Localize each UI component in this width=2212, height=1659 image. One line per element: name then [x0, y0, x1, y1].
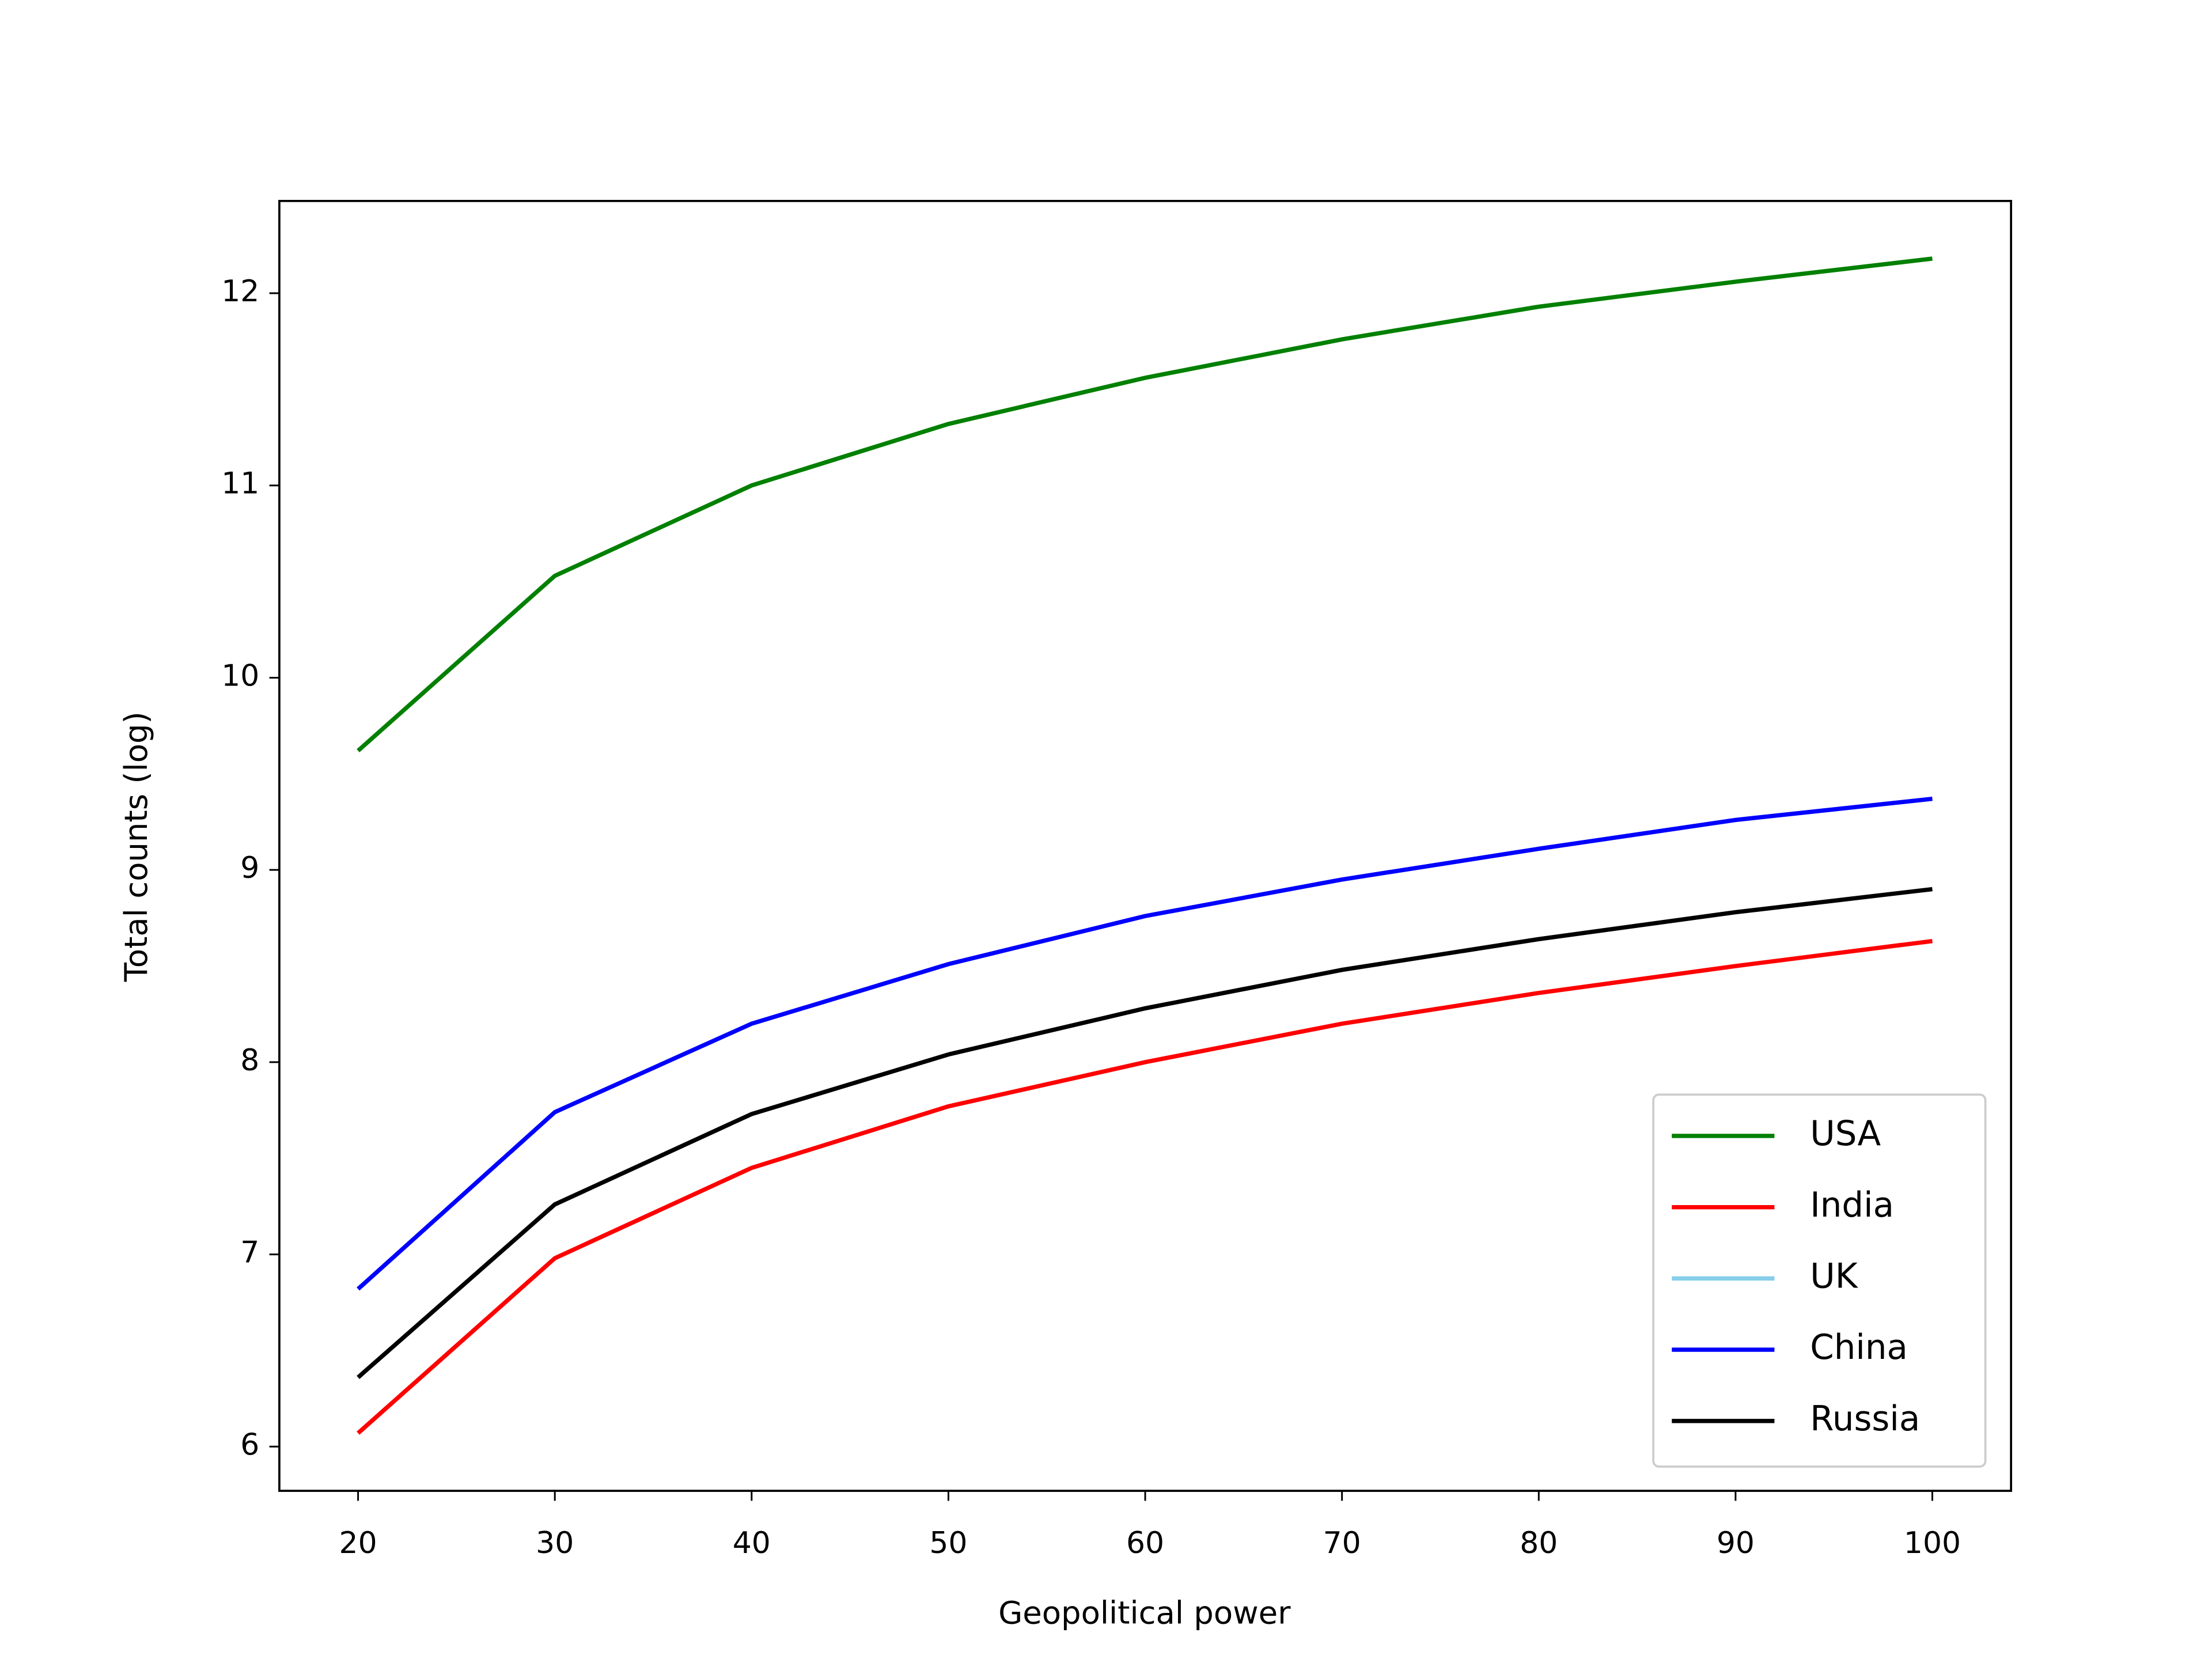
y-tick-label: 9	[240, 851, 259, 885]
legend-label: UK	[1810, 1256, 1858, 1296]
y-tick-label: 10	[221, 658, 259, 693]
legend-box	[1652, 1093, 1987, 1468]
x-tick-label: 20	[339, 1526, 377, 1560]
x-tick-label: 60	[1126, 1526, 1164, 1560]
y-tick-label: 7	[240, 1236, 259, 1270]
x-tick-label: 70	[1323, 1526, 1361, 1560]
data-line	[357, 797, 1933, 1291]
y-tick-label: 6	[240, 1427, 259, 1462]
data-line	[357, 256, 1933, 753]
data-line	[357, 938, 1933, 1435]
x-tick-label: 50	[929, 1526, 967, 1560]
y-tick-label: 8	[240, 1043, 259, 1078]
legend-label: India	[1810, 1185, 1894, 1225]
y-axis-label: Total counts (log)	[118, 711, 154, 982]
y-tick-label: 11	[221, 467, 259, 501]
x-tick-label: 30	[536, 1526, 574, 1560]
x-tick-label: 100	[1904, 1526, 1961, 1560]
x-axis-label: Geopolitical power	[998, 1594, 1291, 1631]
y-tick-label: 12	[221, 274, 259, 309]
legend-label: China	[1810, 1328, 1908, 1368]
x-tick-label: 90	[1717, 1526, 1755, 1560]
x-tick-label: 80	[1520, 1526, 1558, 1560]
plot-frame	[278, 200, 2012, 1492]
data-line	[357, 887, 1933, 1379]
legend-label: Russia	[1810, 1399, 1920, 1439]
legend-label: USA	[1810, 1114, 1881, 1154]
x-tick-label: 40	[733, 1526, 771, 1560]
